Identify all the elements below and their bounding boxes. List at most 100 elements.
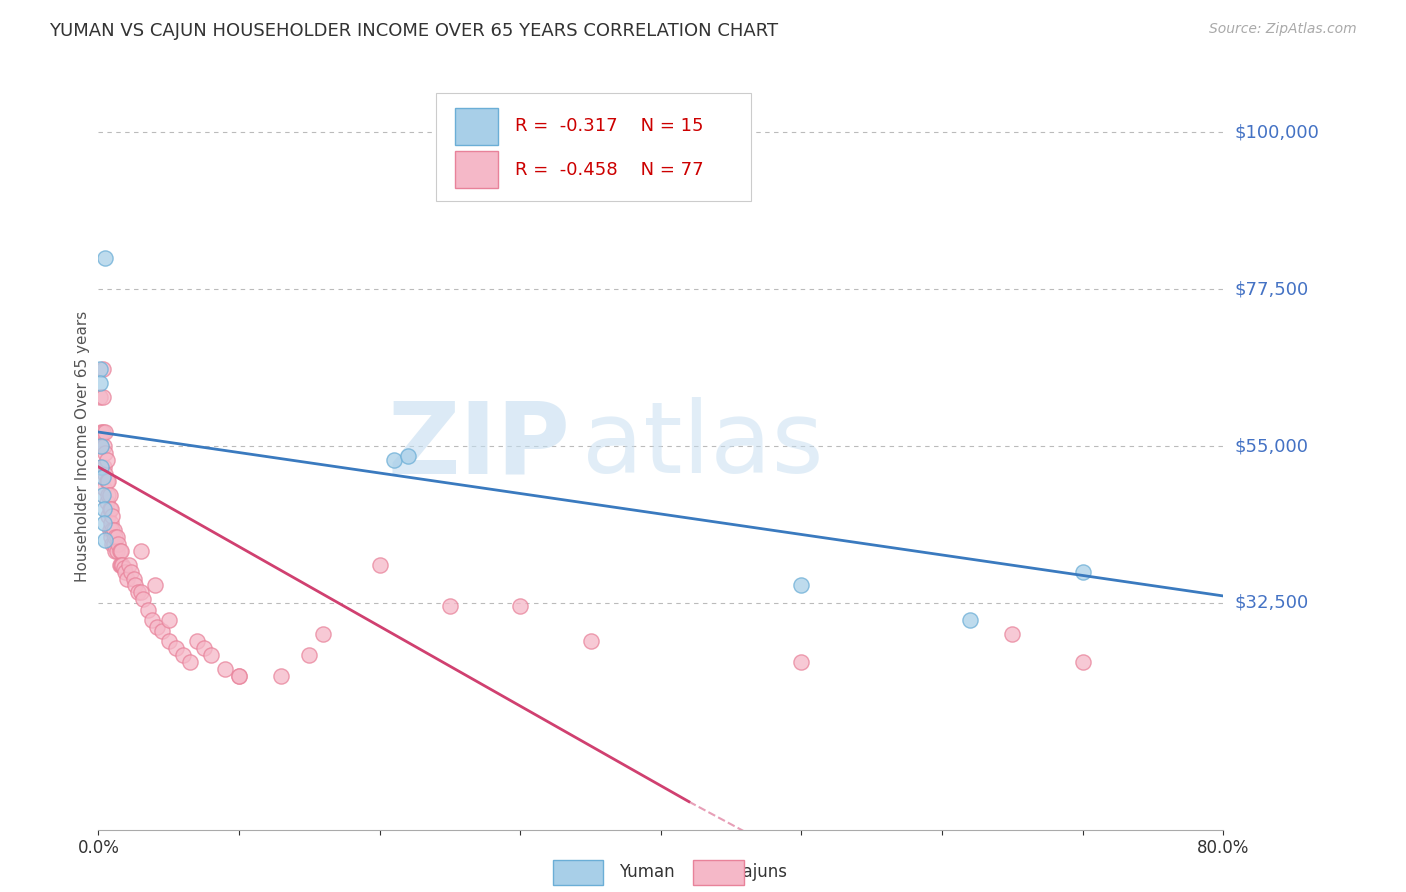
Point: [101, 523, 124, 537]
Point: [200, 648, 222, 663]
Point: [120, 565, 142, 579]
Text: R =  -0.317    N = 15: R = -0.317 N = 15: [515, 117, 703, 135]
Point: [112, 561, 135, 575]
Point: [186, 634, 208, 648]
Text: $100,000: $100,000: [1234, 123, 1319, 141]
Point: [115, 572, 138, 586]
Point: [111, 558, 134, 572]
Point: [89, 390, 111, 404]
Point: [100, 516, 122, 530]
Point: [368, 558, 391, 572]
Point: [1071, 655, 1094, 669]
Point: [94, 446, 117, 460]
Point: [157, 634, 180, 648]
FancyBboxPatch shape: [436, 93, 751, 201]
Point: [579, 634, 602, 648]
Point: [100, 530, 122, 544]
Point: [91, 470, 114, 484]
Text: Yuman: Yuman: [619, 863, 675, 881]
Point: [105, 530, 128, 544]
Point: [107, 536, 129, 550]
Point: [94, 533, 117, 548]
Point: [228, 669, 250, 683]
Point: [382, 453, 405, 467]
Point: [790, 655, 813, 669]
Point: [91, 425, 114, 439]
Point: [439, 599, 461, 614]
Point: [108, 543, 131, 558]
Text: YUMAN VS CAJUN HOUSEHOLDER INCOME OVER 65 YEARS CORRELATION CHART: YUMAN VS CAJUN HOUSEHOLDER INCOME OVER 6…: [49, 22, 779, 40]
Text: $55,000: $55,000: [1234, 437, 1309, 455]
Point: [1071, 565, 1094, 579]
Point: [98, 488, 121, 502]
Point: [104, 543, 127, 558]
Text: $77,500: $77,500: [1234, 280, 1309, 298]
Point: [127, 585, 149, 599]
Point: [96, 453, 118, 467]
Point: [509, 599, 531, 614]
Point: [90, 459, 112, 474]
Point: [89, 362, 111, 376]
Text: atlas: atlas: [582, 398, 824, 494]
Point: [143, 578, 166, 592]
Point: [136, 603, 159, 617]
Text: R =  -0.458    N = 77: R = -0.458 N = 77: [515, 161, 703, 178]
Bar: [456, 152, 498, 188]
Point: [157, 613, 180, 627]
Point: [97, 508, 120, 523]
Point: [90, 425, 112, 439]
Point: [298, 648, 321, 663]
Point: [146, 620, 169, 634]
Point: [193, 641, 215, 656]
Point: [108, 558, 131, 572]
Point: [94, 251, 117, 265]
Point: [312, 627, 335, 641]
Point: [129, 585, 152, 599]
Text: $32,500: $32,500: [1234, 594, 1309, 612]
Point: [94, 425, 117, 439]
Point: [91, 390, 114, 404]
Point: [172, 648, 194, 663]
Point: [94, 467, 117, 481]
Point: [141, 613, 163, 627]
Point: [103, 536, 125, 550]
Point: [101, 508, 124, 523]
Point: [228, 669, 250, 683]
Point: [90, 439, 112, 453]
Point: [129, 543, 152, 558]
Point: [91, 362, 114, 376]
Point: [179, 655, 201, 669]
Point: [96, 474, 118, 488]
Point: [110, 558, 132, 572]
Point: [114, 565, 136, 579]
Point: [104, 530, 127, 544]
Point: [93, 501, 115, 516]
Point: [124, 578, 146, 592]
Point: [150, 624, 173, 638]
Point: [98, 501, 121, 516]
Text: Source: ZipAtlas.com: Source: ZipAtlas.com: [1209, 22, 1357, 37]
Bar: [456, 108, 498, 145]
Point: [165, 641, 187, 656]
Point: [93, 439, 115, 453]
Point: [270, 669, 292, 683]
Point: [93, 459, 115, 474]
Point: [89, 376, 111, 391]
Point: [118, 558, 141, 572]
Point: [93, 516, 115, 530]
Point: [122, 572, 145, 586]
Point: [1001, 627, 1024, 641]
Point: [97, 474, 120, 488]
Point: [93, 481, 115, 495]
Point: [96, 495, 118, 509]
Text: Cajuns: Cajuns: [731, 863, 787, 881]
Point: [97, 488, 120, 502]
Point: [790, 578, 813, 592]
Text: ZIP: ZIP: [388, 398, 571, 494]
Point: [103, 523, 125, 537]
Point: [105, 543, 128, 558]
Point: [98, 523, 121, 537]
Point: [396, 450, 419, 464]
Point: [110, 543, 132, 558]
Y-axis label: Householder Income Over 65 years: Householder Income Over 65 years: [75, 310, 90, 582]
